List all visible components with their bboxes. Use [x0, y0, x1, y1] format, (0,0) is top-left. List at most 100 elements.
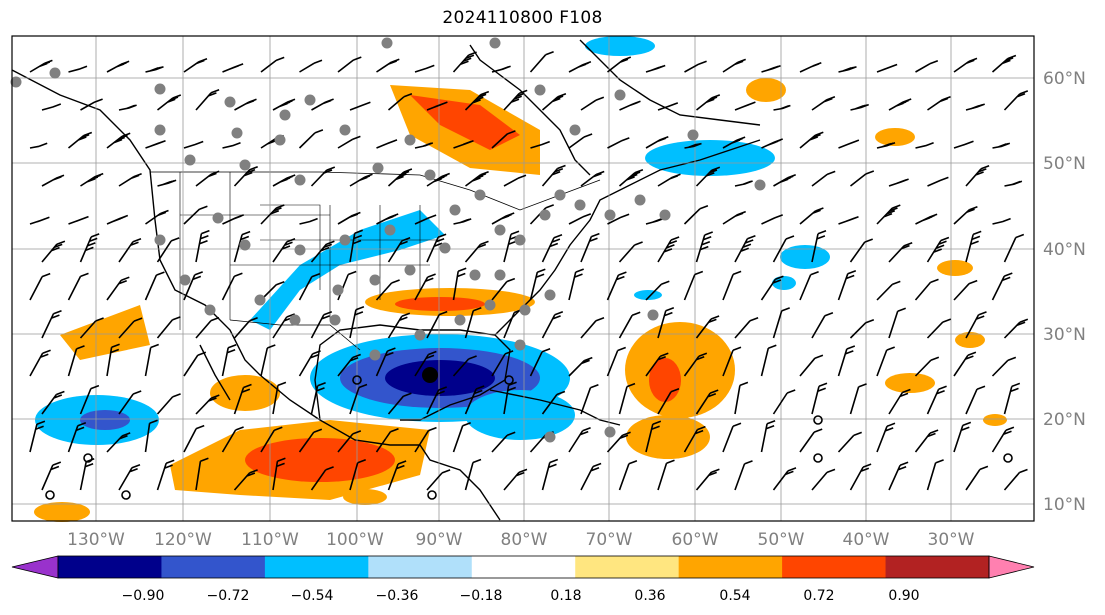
- wind-barb: [811, 230, 827, 263]
- wind-barb: [298, 272, 321, 301]
- wind-barb: [426, 101, 448, 111]
- negative-anomaly-mid-atlantic: [780, 245, 830, 269]
- wind-barb: [349, 101, 371, 111]
- gray-marker: [369, 274, 381, 286]
- lon-label: 110°W: [241, 530, 299, 550]
- wind-barb: [233, 469, 258, 491]
- gray-marker: [404, 264, 416, 276]
- gray-marker: [539, 209, 551, 221]
- coastline-hudson-bay: [469, 44, 591, 176]
- colorbar-segment: [678, 556, 783, 578]
- wind-barb: [195, 457, 209, 491]
- wind-barb: [272, 457, 286, 491]
- positive-anomaly-eastern-pacific-core: [245, 438, 395, 482]
- wind-barb: [464, 90, 490, 111]
- wind-barb: [106, 60, 130, 73]
- wind-barb: [838, 65, 857, 73]
- gray-marker: [474, 189, 486, 201]
- wind-barb: [734, 180, 753, 187]
- wind-barb: [568, 133, 593, 149]
- wind-barb: [195, 170, 220, 187]
- colorbar-tick: 0.72: [803, 588, 834, 604]
- wind-barb: [68, 65, 88, 73]
- wind-barb: [734, 101, 756, 111]
- wind-barb: [849, 463, 872, 491]
- wind-barb: [876, 204, 901, 225]
- wind-barb: [568, 268, 584, 301]
- colorbar-tick: −0.18: [460, 588, 503, 604]
- wind-barb: [221, 343, 237, 377]
- wind-barb: [849, 238, 873, 263]
- gray-marker: [519, 304, 531, 316]
- wind-barb: [260, 56, 285, 73]
- wind-barb: [233, 165, 258, 187]
- wind-barb: [683, 425, 706, 453]
- wind-barb: [452, 355, 477, 377]
- wind-barb: [310, 310, 333, 339]
- wind-barb: [387, 460, 407, 491]
- gray-marker: [224, 96, 236, 108]
- wind-barb: [41, 390, 65, 415]
- wind-barb: [156, 393, 181, 415]
- wind-barb: [965, 103, 985, 111]
- wind-barb: [222, 63, 244, 73]
- wind-barb: [414, 426, 437, 453]
- wind-barb: [773, 174, 796, 187]
- gray-marker: [154, 83, 166, 95]
- positive-anomaly-southwest: [34, 502, 90, 522]
- wind-barb: [79, 384, 100, 415]
- wind-barb: [541, 458, 559, 491]
- wind-barb: [837, 269, 857, 301]
- wind-barb: [606, 431, 631, 453]
- wind-barb: [491, 350, 514, 377]
- wind-barb: [888, 241, 913, 263]
- wind-barb: [1003, 233, 1025, 263]
- gray-marker: [659, 209, 671, 221]
- wind-barb: [106, 276, 130, 301]
- wind-barbs: [29, 51, 1029, 491]
- wind-barb: [183, 57, 208, 73]
- gray-marker: [449, 204, 461, 216]
- wind-barb: [195, 229, 210, 263]
- positive-anomaly-east-atlantic: [885, 373, 935, 393]
- positive-anomaly-north-atlantic: [746, 78, 786, 102]
- wind-barb: [530, 140, 550, 149]
- map-background: [12, 36, 1034, 521]
- gray-marker: [332, 284, 344, 296]
- colorbar-extend-min: [11, 555, 59, 579]
- gray-marker: [239, 159, 251, 171]
- wind-barb: [414, 64, 435, 73]
- wind-barb: [426, 469, 451, 491]
- wind-barb: [375, 347, 396, 377]
- lat-label: 20°N: [1043, 410, 1086, 430]
- wind-barb: [965, 311, 987, 339]
- wind-barb: [876, 141, 896, 149]
- gray-marker: [294, 244, 306, 256]
- wind-barb: [965, 465, 989, 491]
- wind-barb: [349, 173, 373, 187]
- wind-barb: [965, 385, 986, 415]
- wind-barb: [414, 142, 434, 149]
- wind-barb: [734, 235, 756, 263]
- gray-marker: [154, 124, 166, 136]
- wind-barb: [953, 351, 977, 377]
- wind-barb: [29, 59, 53, 73]
- colorbar-tick: 0.54: [719, 588, 750, 604]
- gridlines: [12, 36, 1034, 521]
- negative-anomaly-mid-atlantic-3: [634, 290, 662, 300]
- wind-barb: [760, 419, 776, 453]
- wind-barb: [606, 346, 626, 377]
- negative-anomaly-canada: [645, 140, 775, 176]
- wind-barb: [991, 426, 1015, 453]
- coastline-pacific-americas: [11, 69, 501, 521]
- wind-barb: [299, 59, 323, 73]
- wind-barb: [580, 316, 605, 339]
- gray-marker: [687, 129, 699, 141]
- wind-barb: [157, 179, 177, 187]
- positive-anomaly-south: [343, 489, 387, 505]
- lon-label: 60°W: [672, 530, 719, 550]
- lon-label: 120°W: [154, 530, 212, 550]
- wind-barb: [799, 62, 822, 73]
- colorbar: [11, 555, 1035, 579]
- gray-marker: [544, 431, 556, 443]
